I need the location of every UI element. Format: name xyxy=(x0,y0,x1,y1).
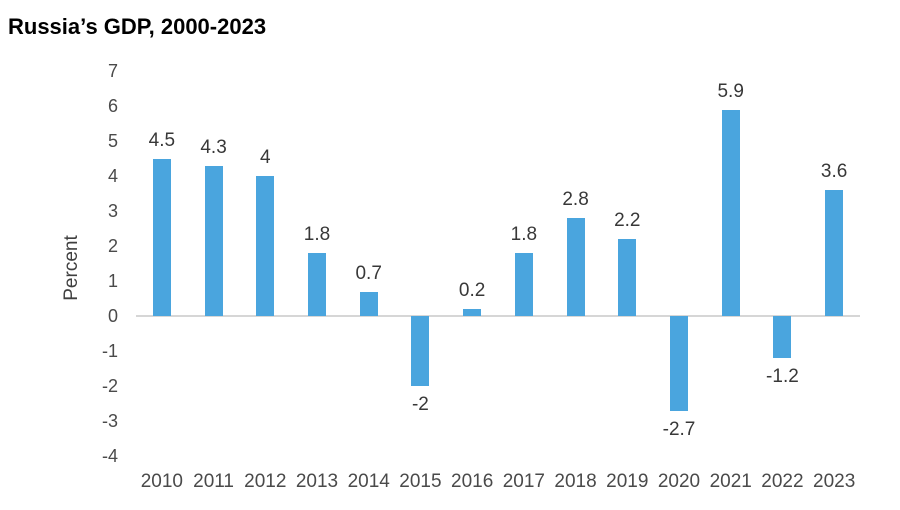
bar-2023 xyxy=(825,190,844,316)
bar-2021 xyxy=(721,109,740,316)
data-label-2022: -1.2 xyxy=(766,366,799,387)
x-tick-2010: 2010 xyxy=(140,471,183,492)
bar-2022 xyxy=(773,316,792,358)
x-tick-2015: 2015 xyxy=(399,471,442,492)
data-label-2019: 2.2 xyxy=(614,210,641,231)
bar-2010 xyxy=(152,158,171,316)
data-label-2023: 3.6 xyxy=(820,161,848,182)
y-tick-1: 1 xyxy=(107,271,118,291)
y-tick--1: -1 xyxy=(101,341,118,361)
y-tick-0: 0 xyxy=(107,306,118,326)
bar-2011 xyxy=(204,165,223,316)
x-tick-2021: 2021 xyxy=(709,471,752,492)
chart-title: Russia’s GDP, 2000-2023 xyxy=(8,14,267,39)
bar-2018 xyxy=(566,218,585,316)
data-label-2010: 4.5 xyxy=(148,129,176,151)
x-tick-2019: 2019 xyxy=(606,471,649,492)
x-tick-2022: 2022 xyxy=(761,471,804,492)
y-tick--4: -4 xyxy=(101,446,118,466)
bar-2016 xyxy=(463,309,482,316)
x-tick-2016: 2016 xyxy=(451,471,494,492)
y-tick--3: -3 xyxy=(101,411,118,431)
x-tick-2017: 2017 xyxy=(502,471,545,492)
bar-2012 xyxy=(256,176,275,316)
data-label-2017: 1.8 xyxy=(510,224,538,245)
bar-2020 xyxy=(670,316,688,411)
x-tick-2014: 2014 xyxy=(347,471,390,492)
bar-2017 xyxy=(514,253,533,316)
y-tick-7: 7 xyxy=(107,61,118,81)
y-tick-2: 2 xyxy=(107,236,118,256)
y-tick-6: 6 xyxy=(107,96,118,116)
zero-axis-line xyxy=(136,315,860,317)
data-label-2020: -2.7 xyxy=(662,418,696,440)
x-tick-2020: 2020 xyxy=(657,471,701,492)
x-tick-2013: 2013 xyxy=(295,471,339,492)
x-tick-2012: 2012 xyxy=(244,471,287,492)
data-label-2015: -2 xyxy=(411,394,429,415)
data-label-2018: 2.8 xyxy=(562,189,589,210)
bar-2014 xyxy=(359,291,378,316)
y-tick-4: 4 xyxy=(107,166,118,186)
data-label-2011: 4.3 xyxy=(200,136,227,158)
bar-2015 xyxy=(411,316,430,386)
x-tick-2011: 2011 xyxy=(193,471,234,492)
data-label-2012: 4 xyxy=(259,147,271,168)
y-tick--2: -2 xyxy=(101,376,118,396)
data-label-2021: 5.9 xyxy=(717,80,744,102)
data-label-2013: 1.8 xyxy=(303,224,331,245)
x-tick-2018: 2018 xyxy=(554,471,597,492)
data-label-2014: 0.7 xyxy=(355,262,382,284)
bar-2013 xyxy=(308,253,326,316)
data-label-2016: 0.2 xyxy=(458,280,486,301)
x-tick-2023: 2023 xyxy=(813,471,856,492)
bar-2019 xyxy=(618,239,637,316)
y-tick-3: 3 xyxy=(107,201,118,221)
y-tick-5: 5 xyxy=(107,131,118,151)
